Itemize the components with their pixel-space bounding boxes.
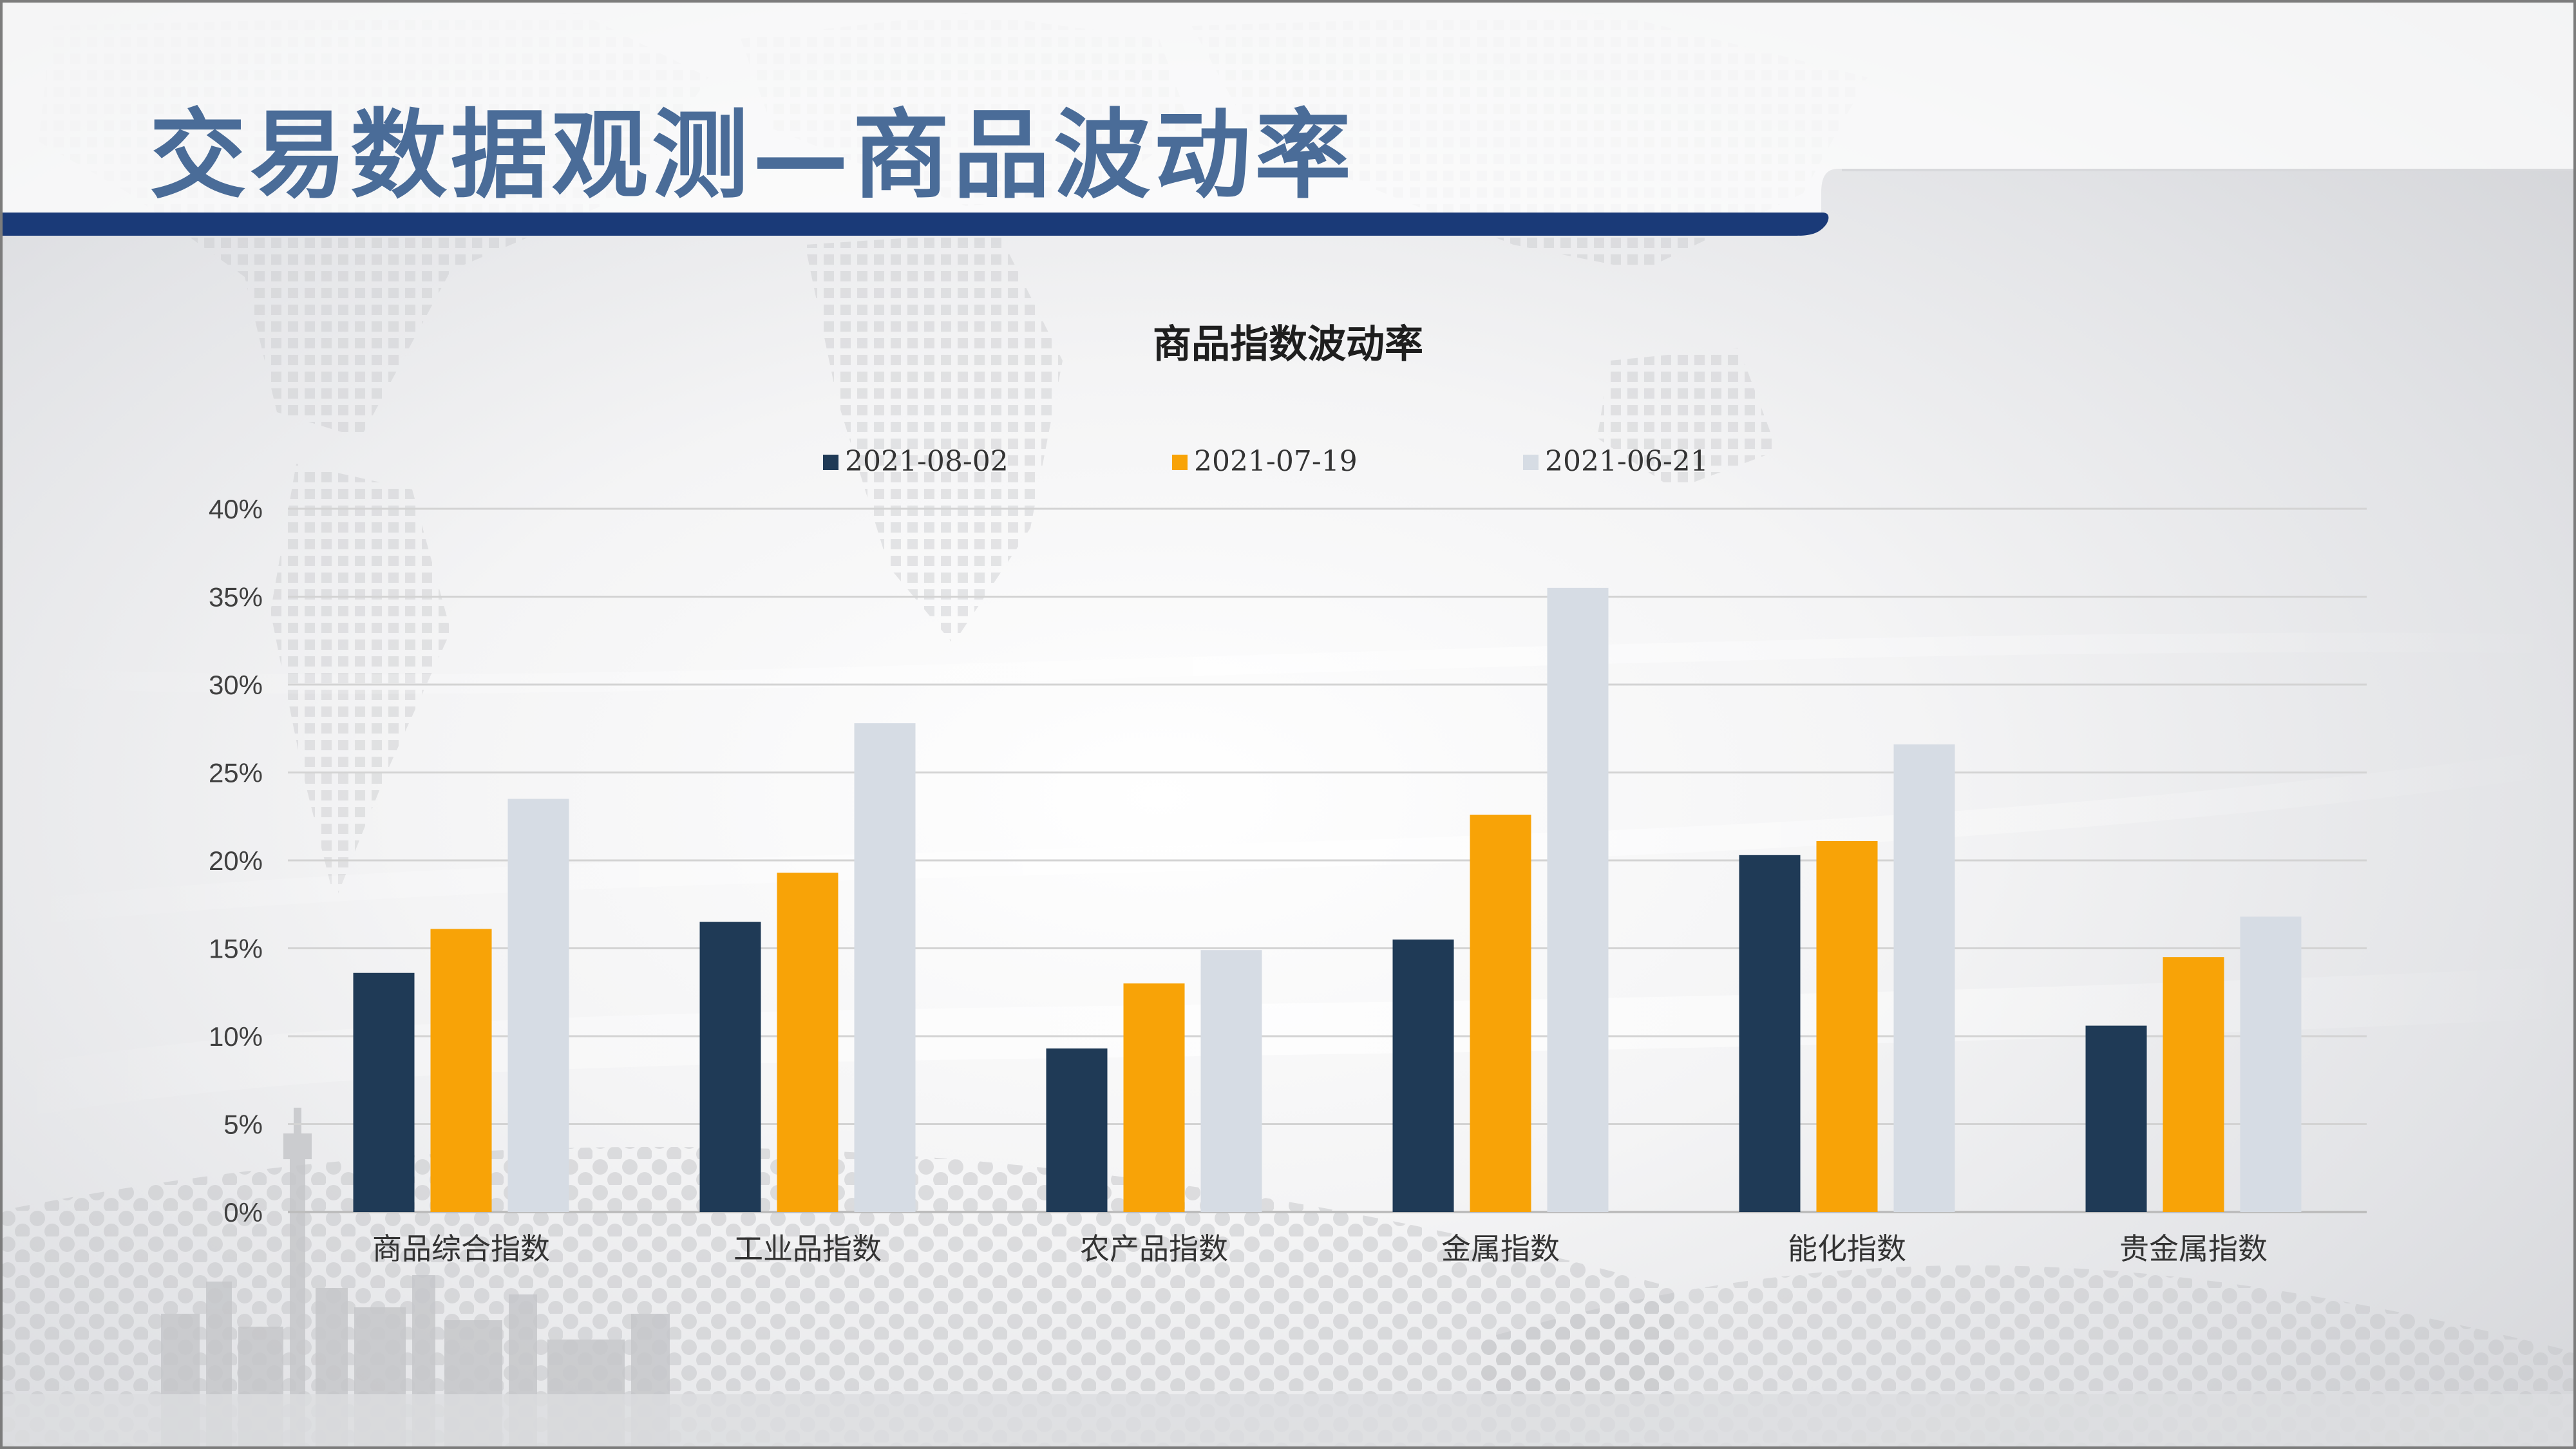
y-tick-label: 15% (209, 934, 263, 964)
bar (1392, 939, 1454, 1212)
chart-title: 商品指数波动率 (1153, 322, 1423, 367)
bar (430, 929, 492, 1212)
bar (1046, 1048, 1108, 1212)
y-tick-label: 40% (209, 494, 263, 524)
y-tick-label: 5% (223, 1110, 263, 1140)
bar (507, 799, 569, 1212)
bar (2240, 916, 2302, 1212)
y-tick-label: 25% (209, 758, 263, 788)
legend-swatch (1172, 455, 1188, 470)
legend-swatch (1523, 455, 1539, 470)
legend-label: 2021-06-21 (1545, 445, 1709, 478)
bar (1816, 840, 1878, 1212)
bar (1200, 950, 1262, 1212)
x-tick-label: 贵金属指数 (2119, 1231, 2268, 1266)
x-tick-label: 金属指数 (1441, 1231, 1560, 1266)
bar (854, 723, 916, 1212)
bar (1470, 815, 1531, 1212)
bar (777, 873, 838, 1212)
bar (353, 972, 415, 1212)
y-tick-label: 30% (209, 670, 263, 700)
y-tick-label: 0% (223, 1197, 263, 1227)
x-tick-label: 商品综合指数 (372, 1231, 550, 1266)
bar (2163, 957, 2224, 1212)
bar (1547, 587, 1609, 1212)
x-tick-label: 农产品指数 (1080, 1231, 1228, 1266)
slide-title: 交易数据观测—商品波动率 (149, 99, 1356, 212)
x-tick-label: 能化指数 (1788, 1231, 1906, 1266)
x-tick-label: 工业品指数 (734, 1231, 882, 1266)
bar (1893, 744, 1955, 1212)
y-tick-label: 10% (209, 1021, 263, 1052)
bar (2085, 1025, 2147, 1212)
bar (1123, 983, 1185, 1212)
bar (699, 922, 761, 1212)
legend-label: 2021-07-19 (1194, 445, 1358, 478)
legend-label: 2021-08-02 (845, 445, 1009, 478)
legend-swatch (823, 455, 838, 470)
y-tick-label: 35% (209, 582, 263, 612)
bar (1739, 855, 1801, 1212)
y-tick-label: 20% (209, 846, 263, 876)
